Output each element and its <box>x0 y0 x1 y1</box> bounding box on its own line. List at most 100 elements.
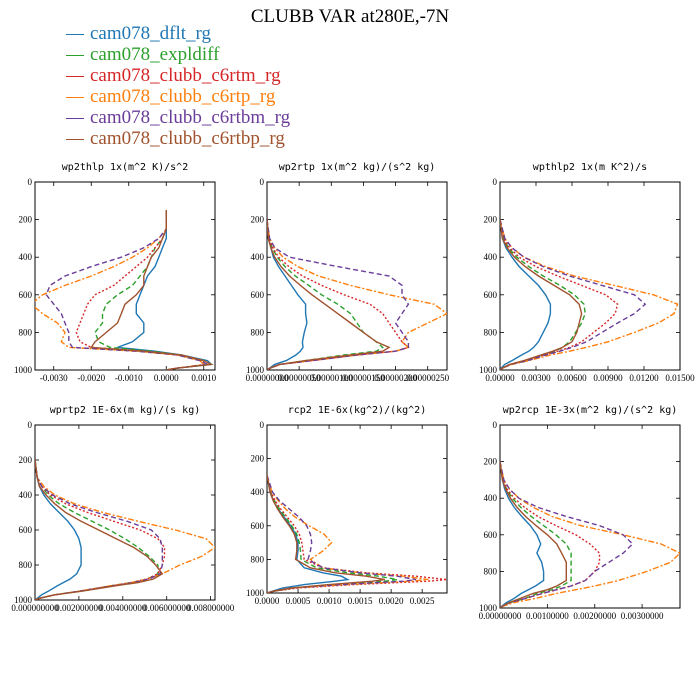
series-line-cam078_dflt_rg <box>267 475 350 593</box>
series-line-cam078_dflt_rg <box>267 219 308 370</box>
y-tick-label: 0 <box>493 420 498 430</box>
figure-title: CLUBB VAR at280E,-7N <box>250 6 450 27</box>
x-tick-label: 0.0010 <box>191 373 216 383</box>
legend-label: cam078_dflt_rg <box>90 23 212 44</box>
x-tick-label: 0.00200000 <box>573 611 616 621</box>
legend-item-cam078-expldiff: cam078_expldiff <box>66 45 426 65</box>
y-tick-label: 1000 <box>246 588 265 598</box>
legend-swatch <box>66 76 84 77</box>
x-tick-label: 0.00100000 <box>526 611 569 621</box>
x-tick-label: 0.01500 <box>665 373 695 383</box>
series-line-cam078_clubb_c6rtbp_rg <box>90 210 214 370</box>
x-tick-label: 0.0000 <box>154 373 179 383</box>
series-line-cam078_clubb_c6rtp_rg <box>267 219 447 370</box>
panel-title: rcp2 1E-6x(kg^2)/(kg^2) <box>288 405 426 416</box>
plot-frame <box>499 424 681 609</box>
x-tick-label: 0.00000050 <box>278 373 321 383</box>
x-tick-label: 0.01200 <box>629 373 659 383</box>
series-line-cam078_clubb_c6rtbm_rg <box>267 219 410 370</box>
y-tick-label: 200 <box>251 215 265 225</box>
series-line-cam078_clubb_c6rtp_rg <box>35 210 206 370</box>
legend-swatch <box>66 139 84 140</box>
y-tick-label: 800 <box>251 554 265 564</box>
y-tick-label: 800 <box>19 560 33 570</box>
x-tick-label: 0.002000000 <box>55 603 103 613</box>
y-tick-label: 0 <box>260 420 265 430</box>
y-tick-label: 600 <box>484 290 498 300</box>
y-tick-label: 800 <box>19 327 33 337</box>
series-line-cam078_dflt_rg <box>35 459 82 600</box>
series-line-cam078_clubb_c6rtbm_rg <box>267 475 417 593</box>
x-tick-label: 0.00000100 <box>310 373 353 383</box>
legend-item-cam078-clubb-c6rtbp-rg: cam078_clubb_c6rtbp_rg <box>66 129 426 149</box>
legend-swatch <box>66 34 84 35</box>
x-tick-label: 0.00300000 <box>621 611 664 621</box>
y-tick-label: 600 <box>19 525 33 535</box>
y-tick-label: 600 <box>484 530 498 540</box>
series-line-cam078_clubb_c6rtp_rg <box>35 459 215 600</box>
panel-title: wp2rcp 1E-3x(m^2 kg)/(s^2 kg) <box>503 405 678 416</box>
series-line-cam078_clubb_c6rtm_rg <box>500 461 601 608</box>
series-line-cam078_expldiff <box>94 210 214 370</box>
series-line-cam078_expldiff <box>500 219 586 370</box>
x-tick-label: 0.00000250 <box>406 373 449 383</box>
legend-label: cam078_clubb_c6rtbp_rg <box>90 128 285 149</box>
series-line-cam078_clubb_c6rtbm_rg <box>45 210 210 370</box>
y-tick-label: 1000 <box>479 365 498 375</box>
series-line-cam078_expldiff <box>35 459 159 600</box>
series-line-cam078_clubb_c6rtbm_rg <box>500 461 634 608</box>
x-tick-label: 0.008000000 <box>187 603 235 613</box>
legend-item-cam078-clubb-c6rtbm-rg: cam078_clubb_c6rtbm_rg <box>66 108 426 128</box>
plot-frame <box>266 424 448 594</box>
y-tick-label: 1000 <box>14 365 33 375</box>
plot-frame <box>34 181 216 371</box>
panel-4: wprtp2 1E-6x(m kg)/(s kg) 0 200 400 600 800 10… <box>11 405 234 613</box>
x-tick-label: 0.00000 <box>485 373 515 383</box>
x-tick-label: 0.0000 <box>255 596 280 606</box>
x-tick-label: 0.0005 <box>286 596 311 606</box>
series-line-cam078_expldiff <box>267 475 398 593</box>
legend-label: cam078_clubb_c6rtbm_rg <box>90 107 291 128</box>
x-tick-label: 0.0020 <box>379 596 404 606</box>
y-tick-label: 200 <box>484 457 498 467</box>
y-tick-label: 200 <box>19 215 33 225</box>
y-tick-label: 1000 <box>246 365 265 375</box>
series-line-cam078_clubb_c6rtbp_rg <box>500 461 567 608</box>
y-tick-label: 1000 <box>14 595 33 605</box>
y-tick-label: 0 <box>28 420 33 430</box>
series-line-cam078_clubb_c6rtm_rg <box>500 219 619 370</box>
x-tick-label: 0.0025 <box>410 596 435 606</box>
y-tick-label: 400 <box>484 493 498 503</box>
y-tick-label: 600 <box>19 290 33 300</box>
y-tick-label: 1000 <box>479 603 498 613</box>
y-tick-label: 400 <box>484 252 498 262</box>
plot-frame <box>34 424 216 601</box>
x-tick-label: 0.00000150 <box>342 373 385 383</box>
series-line-cam078_clubb_c6rtm_rg <box>267 219 410 370</box>
legend-swatch <box>66 55 84 56</box>
y-tick-label: 800 <box>484 327 498 337</box>
y-tick-label: 400 <box>251 252 265 262</box>
series-line-cam078_clubb_c6rtbp_rg <box>500 219 583 370</box>
x-tick-label: 0.00900 <box>593 373 623 383</box>
series-line-cam078_clubb_c6rtp_rg <box>500 461 680 608</box>
legend-label: cam078_clubb_c6rtm_rg <box>90 65 281 86</box>
x-tick-label: -0.0030 <box>40 373 68 383</box>
panel-3: wpthlp2 1x(m K^2)/s020040060080010000.00… <box>479 162 695 383</box>
legend-label: cam078_clubb_c6rtp_rg <box>90 86 276 107</box>
legend-item-cam078-clubb-c6rtm-rg: cam078_clubb_c6rtm_rg <box>66 66 426 86</box>
x-tick-label: 0.0015 <box>348 596 373 606</box>
y-tick-label: 400 <box>251 487 265 497</box>
series-line-cam078_clubb_c6rtp_rg <box>500 219 679 370</box>
y-tick-label: 800 <box>484 566 498 576</box>
legend-item-cam078-dflt-rg: cam078_dflt_rg <box>66 24 426 44</box>
x-tick-label: 0.00600 <box>557 373 587 383</box>
x-tick-label: 0.00000000 <box>246 373 289 383</box>
legend-swatch <box>66 118 84 119</box>
y-tick-label: 400 <box>19 252 33 262</box>
y-tick-label: 600 <box>251 290 265 300</box>
y-tick-label: 0 <box>493 177 498 187</box>
panel-5: rcp2 1E-6x(kg^2)/(kg^2) 0 200 400 600 800 1000… <box>246 405 448 606</box>
legend-item-cam078-clubb-c6rtp-rg: cam078_clubb_c6rtp_rg <box>66 87 426 107</box>
